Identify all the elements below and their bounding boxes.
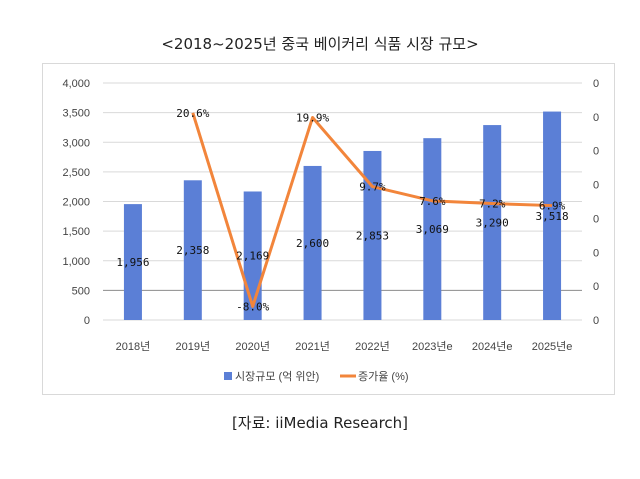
x-tick-label: 2018년 xyxy=(116,340,151,353)
bar-data-label: 3,069 xyxy=(416,223,449,236)
x-tick-label: 2019년 xyxy=(176,340,211,353)
y-tick-label: 2,500 xyxy=(62,167,90,179)
y2-tick-label: 0 xyxy=(593,213,599,225)
y2-tick-label: 0 xyxy=(593,247,599,259)
y2-tick-label: 0 xyxy=(593,112,599,124)
legend-bar-swatch xyxy=(224,372,232,380)
line-data-label: 6.9% xyxy=(539,200,566,213)
y-tick-label: 3,500 xyxy=(62,108,90,120)
y2-tick-label: 0 xyxy=(593,146,599,158)
x-tick-label: 2022년 xyxy=(355,340,390,353)
y2-tick-label: 0 xyxy=(593,78,599,90)
chart-frame xyxy=(42,63,615,395)
bar-data-label: 3,518 xyxy=(536,210,569,223)
y2-tick-label: 0 xyxy=(593,315,599,327)
y-tick-label: 1,000 xyxy=(62,256,90,268)
source-note: [자료: iiMedia Research] xyxy=(231,414,409,432)
bar xyxy=(303,165,322,320)
bar xyxy=(483,125,502,320)
y-tick-label: 0 xyxy=(84,315,90,327)
bar-data-label: 1,956 xyxy=(116,256,149,269)
bar xyxy=(543,111,562,320)
y-tick-label: 3,000 xyxy=(62,137,90,149)
chart-title: <2018~2025년 중국 베이커리 식품 시장 규모> xyxy=(161,35,479,53)
bar-data-label: 3,290 xyxy=(476,217,509,230)
x-tick-label: 2023년e xyxy=(412,340,453,353)
bar-data-label: 2,853 xyxy=(356,229,389,242)
y2-tick-label: 0 xyxy=(593,281,599,293)
line-data-label: 19.9% xyxy=(296,112,329,125)
x-tick-label: 2024년e xyxy=(472,340,513,353)
growth-line xyxy=(191,112,553,308)
x-tick-label: 2025년e xyxy=(532,340,573,353)
y-tick-label: 1,500 xyxy=(62,226,90,238)
line-data-label: 9.7% xyxy=(359,181,386,194)
bar-data-label: 2,358 xyxy=(176,244,209,257)
line-data-label: 7.2% xyxy=(479,198,506,211)
bar xyxy=(183,180,202,320)
bar-data-label: 2,600 xyxy=(296,237,329,250)
bar xyxy=(123,204,142,320)
legend-bar-label: 시장규모 (억 위안) xyxy=(235,370,319,383)
line-data-label: 7.6% xyxy=(419,195,446,208)
x-tick-label: 2021년 xyxy=(295,340,330,353)
bar-data-label: 2,169 xyxy=(236,250,269,263)
y2-tick-label: 0 xyxy=(593,180,599,192)
legend-line-label: 증가율 (%) xyxy=(358,370,409,383)
y-tick-label: 500 xyxy=(72,285,90,297)
x-tick-label: 2020년 xyxy=(235,340,270,353)
line-data-label: -8.0% xyxy=(236,300,269,313)
bar xyxy=(423,138,442,320)
line-data-label: 20.6% xyxy=(176,107,209,120)
y-tick-label: 4,000 xyxy=(62,78,90,90)
y-tick-label: 2,000 xyxy=(62,197,90,209)
bar xyxy=(363,150,382,320)
